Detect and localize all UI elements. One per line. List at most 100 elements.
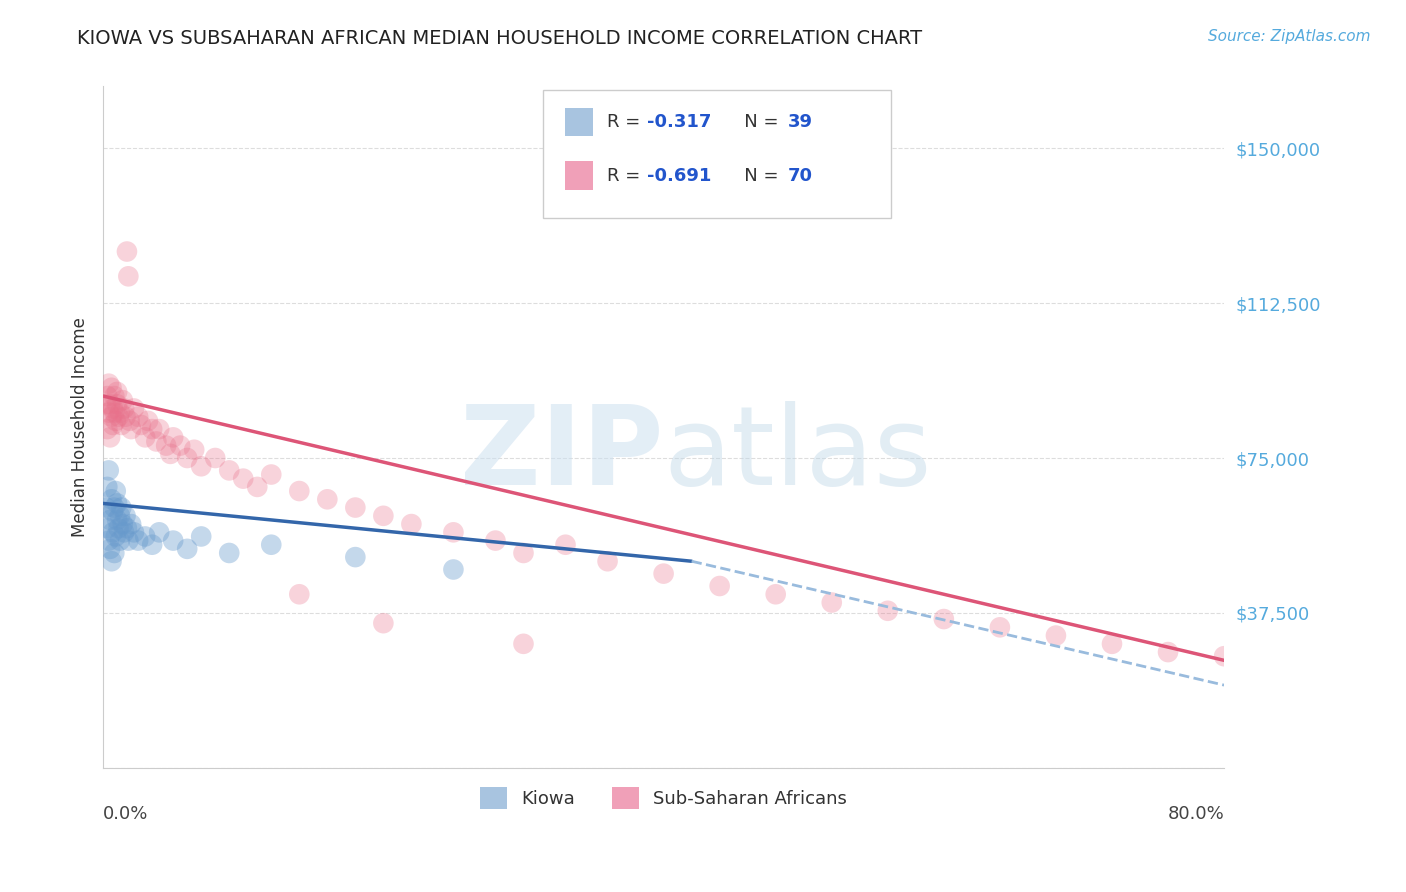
- Point: [118, 414, 141, 428]
- Point: [190, 459, 212, 474]
- Point: [111, 393, 134, 408]
- Point: [148, 422, 170, 436]
- Point: [120, 517, 142, 532]
- Point: [98, 513, 121, 527]
- Point: [110, 417, 132, 432]
- Point: [441, 562, 464, 576]
- Point: [103, 500, 125, 515]
- Point: [162, 533, 184, 548]
- Point: [316, 492, 339, 507]
- Point: [129, 417, 152, 432]
- Text: R =: R =: [607, 167, 647, 185]
- Text: Source: ZipAtlas.com: Source: ZipAtlas.com: [1208, 29, 1371, 44]
- Point: [1157, 645, 1180, 659]
- Point: [120, 422, 142, 436]
- Point: [105, 397, 128, 411]
- Point: [141, 538, 163, 552]
- Point: [122, 525, 145, 540]
- Point: [97, 533, 120, 548]
- Point: [344, 550, 367, 565]
- Point: [1213, 649, 1236, 664]
- Point: [96, 389, 118, 403]
- Point: [101, 417, 124, 432]
- Text: N =: N =: [727, 113, 785, 131]
- Point: [176, 541, 198, 556]
- Point: [260, 467, 283, 482]
- Point: [100, 492, 122, 507]
- Text: 80.0%: 80.0%: [1167, 805, 1225, 823]
- Point: [105, 513, 128, 527]
- Point: [97, 463, 120, 477]
- Point: [932, 612, 955, 626]
- Point: [122, 401, 145, 416]
- Point: [98, 430, 121, 444]
- Point: [596, 554, 619, 568]
- Point: [288, 483, 311, 498]
- Point: [176, 450, 198, 465]
- Point: [104, 483, 127, 498]
- Point: [112, 401, 135, 416]
- Point: [97, 376, 120, 391]
- Point: [246, 480, 269, 494]
- Point: [344, 500, 367, 515]
- Text: KIOWA VS SUBSAHARAN AFRICAN MEDIAN HOUSEHOLD INCOME CORRELATION CHART: KIOWA VS SUBSAHARAN AFRICAN MEDIAN HOUSE…: [77, 29, 922, 47]
- Point: [114, 409, 136, 424]
- Text: -0.691: -0.691: [647, 167, 711, 185]
- Point: [97, 406, 120, 420]
- Point: [148, 525, 170, 540]
- Point: [204, 450, 226, 465]
- Point: [115, 521, 138, 535]
- Point: [373, 508, 395, 523]
- Text: 0.0%: 0.0%: [103, 805, 149, 823]
- Point: [145, 434, 167, 449]
- Point: [104, 529, 127, 543]
- Point: [96, 521, 118, 535]
- Point: [105, 384, 128, 399]
- Point: [104, 414, 127, 428]
- Point: [105, 496, 128, 510]
- Point: [96, 422, 118, 436]
- Point: [709, 579, 731, 593]
- Point: [101, 401, 124, 416]
- Point: [765, 587, 787, 601]
- Point: [117, 269, 139, 284]
- Point: [512, 637, 534, 651]
- Point: [101, 525, 124, 540]
- Text: 70: 70: [787, 167, 813, 185]
- Point: [141, 422, 163, 436]
- Point: [512, 546, 534, 560]
- Point: [107, 521, 129, 535]
- Point: [484, 533, 506, 548]
- Point: [988, 620, 1011, 634]
- Point: [162, 430, 184, 444]
- Point: [288, 587, 311, 601]
- Point: [114, 508, 136, 523]
- Point: [218, 463, 240, 477]
- Point: [401, 517, 423, 532]
- Text: ZIP: ZIP: [460, 401, 664, 508]
- Point: [554, 538, 576, 552]
- Point: [127, 533, 149, 548]
- Point: [110, 500, 132, 515]
- Point: [218, 546, 240, 560]
- Text: atlas: atlas: [664, 401, 932, 508]
- Text: N =: N =: [727, 167, 785, 185]
- Text: -0.317: -0.317: [647, 113, 711, 131]
- Point: [98, 397, 121, 411]
- Point: [876, 604, 898, 618]
- Point: [96, 480, 118, 494]
- Point: [115, 244, 138, 259]
- Point: [190, 529, 212, 543]
- Point: [98, 541, 121, 556]
- Point: [155, 439, 177, 453]
- Point: [103, 389, 125, 403]
- Point: [134, 430, 156, 444]
- Point: [107, 409, 129, 424]
- Point: [169, 439, 191, 453]
- Y-axis label: Median Household Income: Median Household Income: [72, 317, 89, 537]
- Point: [103, 406, 125, 420]
- Point: [100, 554, 122, 568]
- Point: [94, 397, 117, 411]
- Point: [159, 447, 181, 461]
- Point: [373, 616, 395, 631]
